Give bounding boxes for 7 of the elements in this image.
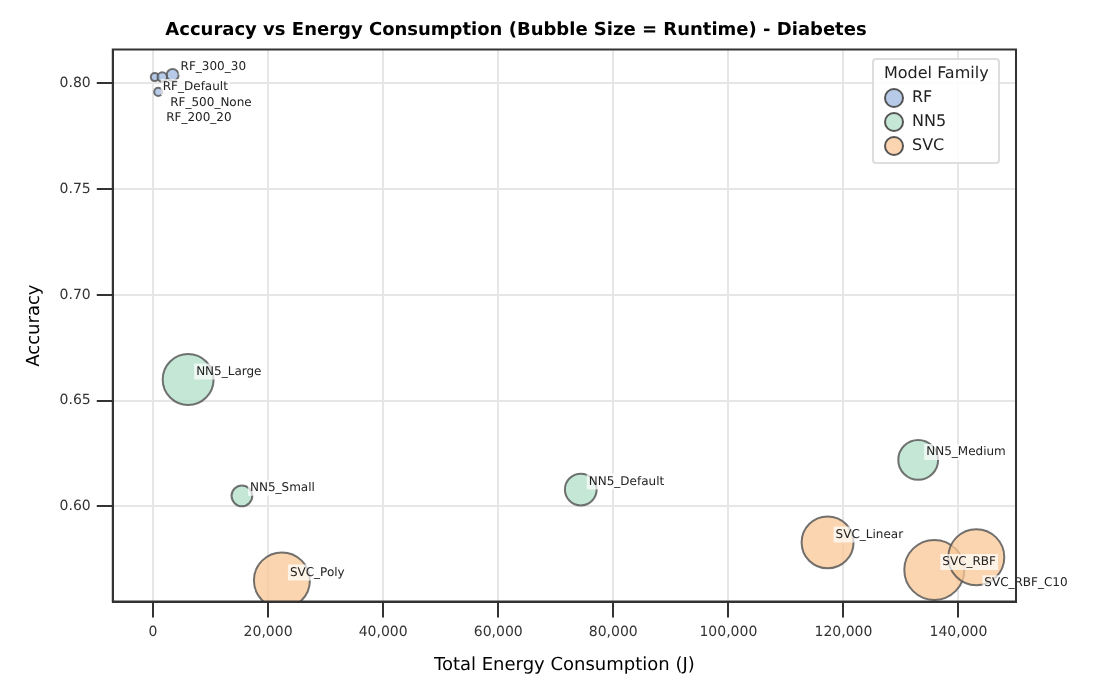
x-axis-title: Total Energy Consumption (J) xyxy=(431,655,695,676)
legend-label: NN5 xyxy=(912,112,947,131)
legend-label: RF xyxy=(912,88,933,107)
chart-title: Accuracy vs Energy Consumption (Bubble Size = Runtime) - Diabetes xyxy=(165,21,867,42)
y-axis-title: Accuracy xyxy=(25,283,46,367)
legend-label: SVC xyxy=(912,136,945,155)
legend-title: Model Family xyxy=(884,63,989,82)
